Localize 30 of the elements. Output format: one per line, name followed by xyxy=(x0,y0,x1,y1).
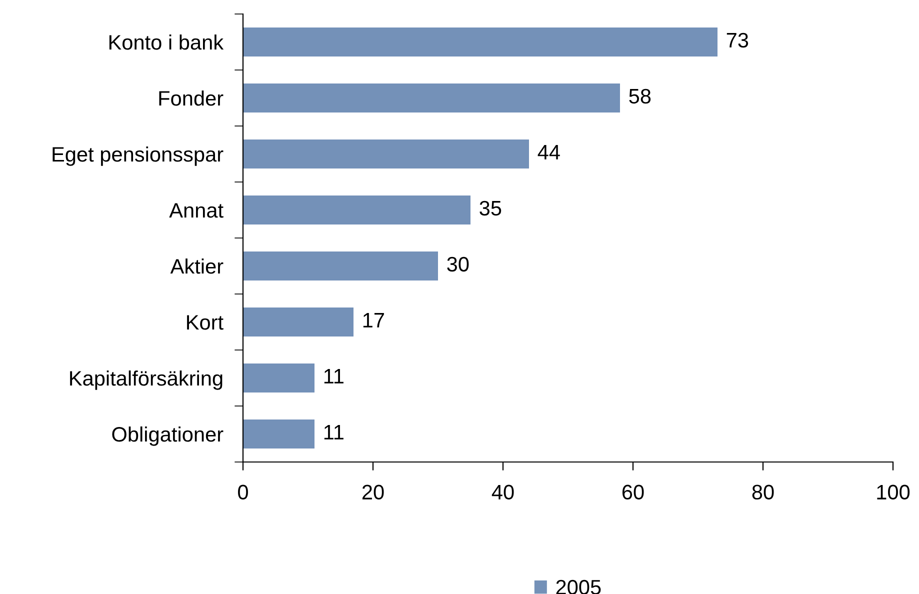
data-label: 17 xyxy=(363,313,384,328)
bar xyxy=(243,27,718,57)
x-tick-label: 0 xyxy=(238,484,248,500)
y-tick-label: Obligationer xyxy=(112,426,224,446)
bar xyxy=(243,195,470,225)
data-label: 11 xyxy=(324,369,344,384)
x-tick-label: 80 xyxy=(752,484,774,500)
data-label: 73 xyxy=(726,32,748,48)
y-tick-label: Kapitalförsäkring xyxy=(70,370,222,390)
y-tick-label: Aktier xyxy=(170,258,224,274)
y-tick-label: Fonder xyxy=(159,90,224,106)
bar xyxy=(243,139,529,169)
data-label: 58 xyxy=(629,88,651,104)
x-tick-label: 40 xyxy=(492,484,514,500)
bar xyxy=(243,363,314,393)
x-tick-label: 60 xyxy=(622,484,644,500)
data-label: 11 xyxy=(324,425,344,440)
data-label: 30 xyxy=(447,256,469,272)
x-tick-label: 100 xyxy=(877,484,910,500)
bar xyxy=(243,251,438,281)
bar xyxy=(243,419,314,449)
y-tick-label: Annat xyxy=(169,203,224,218)
y-tick-label: Kort xyxy=(187,315,224,330)
bar xyxy=(243,83,620,113)
data-label: 35 xyxy=(480,200,502,216)
x-tick-label: 20 xyxy=(362,484,384,500)
data-label: 44 xyxy=(538,145,560,160)
bar xyxy=(243,307,354,337)
y-tick-label: Konto i bank xyxy=(109,34,224,50)
y-tick-label: Eget pensionsspar xyxy=(52,146,224,166)
